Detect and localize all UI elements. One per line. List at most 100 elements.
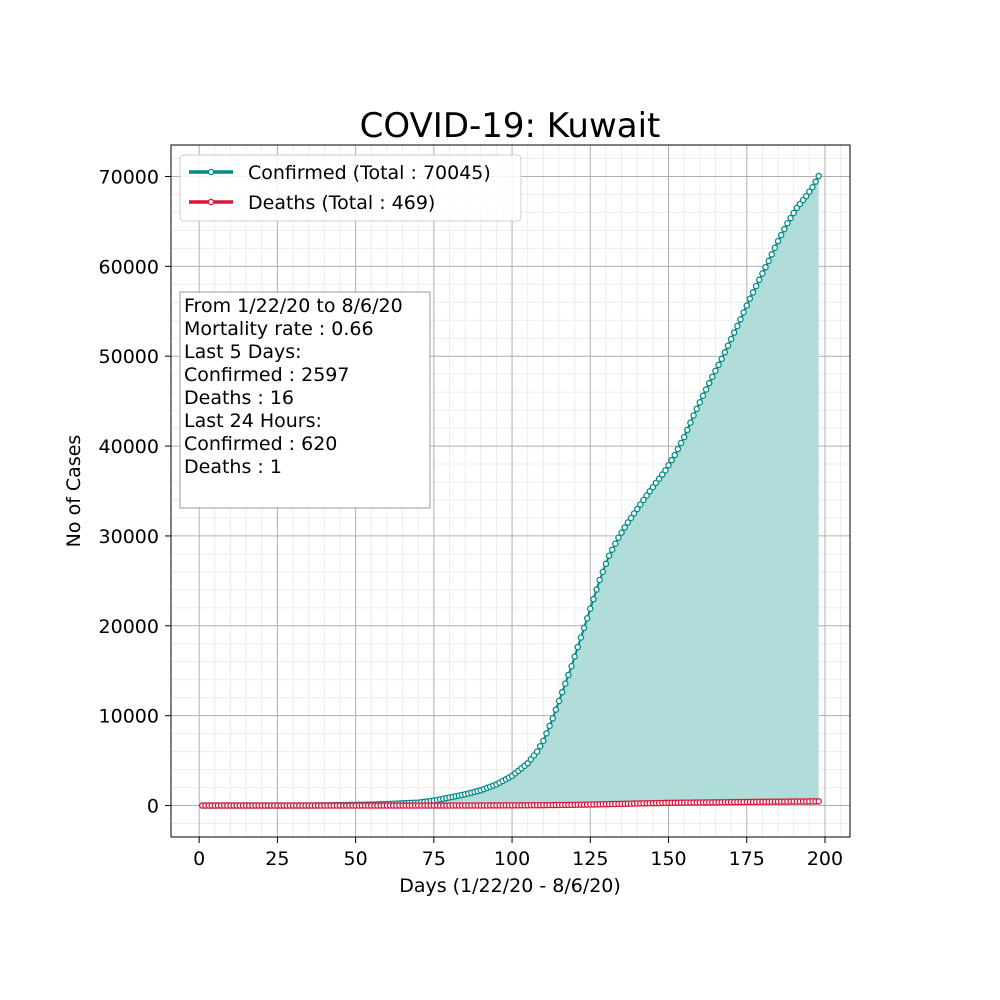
annotation-line: From 1/22/20 to 8/6/20 <box>184 295 403 317</box>
confirmed-point <box>668 456 675 464</box>
confirmed-point <box>633 505 641 513</box>
confirmed-point <box>536 742 544 750</box>
confirmed-point <box>655 475 663 482</box>
x-tick-label: 50 <box>344 848 368 870</box>
confirmed-point <box>687 419 694 426</box>
confirmed-point <box>652 479 660 487</box>
confirmed-point <box>659 471 666 478</box>
y-tick-label: 10000 <box>99 706 159 728</box>
legend-marker-confirmed <box>207 168 215 176</box>
annotation-line: Deaths : 1 <box>184 456 282 478</box>
confirmed-point <box>580 624 588 632</box>
confirmed-point <box>593 586 600 593</box>
y-tick-label: 70000 <box>99 166 159 188</box>
annotation-line: Last 5 Days: <box>184 341 302 363</box>
x-tick-label: 200 <box>807 848 843 870</box>
confirmed-point <box>643 492 650 499</box>
legend-box <box>179 154 522 222</box>
confirmed-point <box>777 231 785 239</box>
confirmed-point <box>627 514 635 522</box>
confirmed-point <box>646 488 653 495</box>
confirmed-point <box>705 379 713 387</box>
confirmed-point <box>665 461 672 469</box>
confirmed-point <box>771 244 779 251</box>
confirmed-point <box>684 426 691 434</box>
confirmed-point <box>756 276 763 284</box>
x-tick-label: 100 <box>494 848 530 870</box>
confirmed-point <box>599 568 607 576</box>
confirmed-point <box>727 335 735 343</box>
confirmed-point <box>590 595 597 603</box>
confirmed-point <box>574 643 582 651</box>
confirmed-point <box>768 251 776 258</box>
confirmed-point <box>649 483 657 491</box>
confirmed-point <box>558 689 566 696</box>
confirmed-point <box>549 715 556 722</box>
confirmed-point <box>583 615 591 622</box>
x-tick-label: 125 <box>572 848 608 870</box>
confirmed-point <box>674 445 682 453</box>
confirmed-point <box>746 295 754 302</box>
y-tick-label: 40000 <box>99 436 159 458</box>
confirmed-point <box>809 183 816 191</box>
confirmed-point <box>680 433 688 441</box>
confirmed-point <box>724 342 732 349</box>
annotation-line: Mortality rate : 0.66 <box>184 318 374 340</box>
y-tick-label: 60000 <box>99 256 159 278</box>
confirmed-point <box>743 302 750 309</box>
confirmed-point <box>709 373 716 381</box>
confirmed-point <box>540 737 547 745</box>
confirmed-point <box>781 225 788 233</box>
confirmed-point <box>765 257 772 265</box>
y-tick-label: 0 <box>147 796 159 818</box>
confirmed-point <box>734 322 741 330</box>
plot-frame <box>170 144 851 838</box>
confirmed-point <box>774 237 782 245</box>
confirmed-point <box>555 697 563 705</box>
confirmed-point <box>730 329 738 336</box>
y-tick-label: 20000 <box>99 616 159 638</box>
confirmed-point <box>565 671 572 679</box>
plot-area: 0 25 50 75 100 125 150 175 200 0 10000 20000 30000 40… <box>99 144 851 870</box>
confirmed-point <box>677 439 685 447</box>
confirmed-point <box>621 524 628 531</box>
confirmed-point <box>662 467 669 474</box>
confirmed-point <box>615 534 622 541</box>
confirmed-point <box>784 219 791 227</box>
confirmed-area-fill <box>202 176 819 806</box>
confirmed-point <box>552 706 560 713</box>
confirmed-point <box>602 560 610 568</box>
confirmed-point <box>693 405 700 413</box>
confirmed-point <box>618 529 625 536</box>
confirmed-point <box>546 722 553 730</box>
deaths-point <box>815 798 822 805</box>
annotation-line: Confirmed : 2597 <box>184 364 349 386</box>
confirmed-point <box>752 282 760 290</box>
y-tick-label: 30000 <box>99 526 159 548</box>
annotation-box <box>179 291 431 509</box>
annotation-line: Confirmed : 620 <box>184 433 337 455</box>
confirmed-point <box>640 496 647 504</box>
confirmed-point <box>759 270 766 277</box>
confirmed-point <box>533 748 541 755</box>
y-tick-label: 50000 <box>99 346 159 368</box>
confirmed-point <box>740 309 747 316</box>
confirmed-point <box>702 386 710 393</box>
confirmed-point <box>715 361 722 369</box>
annotation-line: Deaths : 16 <box>184 387 294 409</box>
confirmed-point <box>577 634 585 641</box>
confirmed-point <box>737 316 744 323</box>
x-tick-label: 25 <box>265 848 289 870</box>
confirmed-point <box>671 451 679 459</box>
confirmed-point <box>802 192 810 200</box>
confirmed-point <box>787 214 794 222</box>
confirmed-point <box>571 653 578 660</box>
confirmed-point <box>608 546 616 553</box>
confirmed-point <box>749 289 757 296</box>
legend-label-confirmed: Confirmed (Total : 70045) <box>248 162 491 184</box>
chart-title: COVID-19: Kuwait <box>360 106 661 146</box>
x-axis-label: Days (1/22/20 - 8/6/20) <box>399 875 621 897</box>
confirmed-point <box>690 412 697 419</box>
confirmed-point <box>712 367 719 375</box>
